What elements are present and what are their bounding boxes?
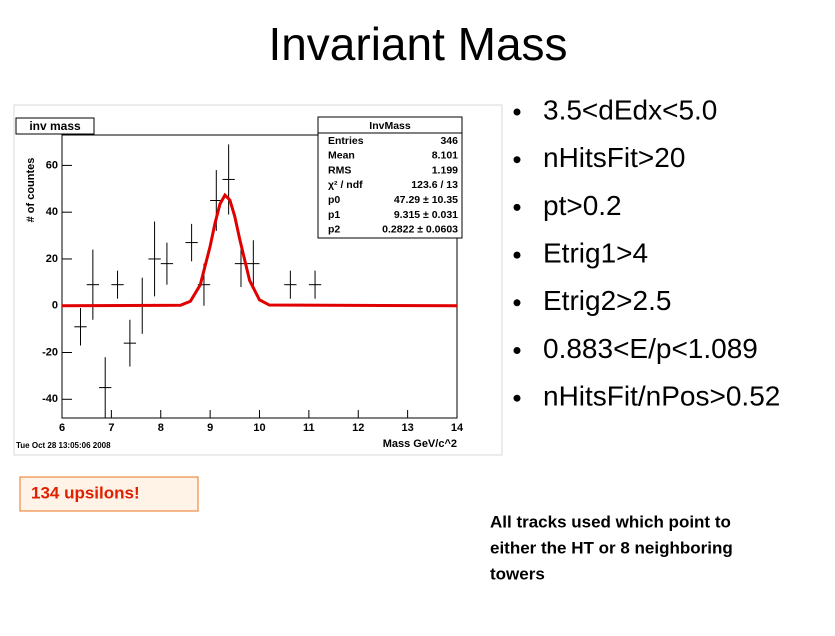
stat-value: 8.101 <box>432 150 458 162</box>
bullet: pt>0.2 <box>543 190 622 221</box>
x-tick-label: 12 <box>352 422 364 434</box>
stat-label: p1 <box>328 209 340 221</box>
hist-title-box <box>15 117 95 135</box>
bullet: nHitsFit/nPos>0.52 <box>543 381 780 412</box>
bullet-dot <box>513 203 521 211</box>
stat-value: 346 <box>440 135 458 147</box>
note-line: towers <box>490 564 545 583</box>
note-line: All tracks used which point to <box>490 512 731 531</box>
x-axis-label: Mass GeV/c^2 <box>383 438 457 450</box>
stat-label: p2 <box>328 224 340 236</box>
x-tick-label: 14 <box>451 422 464 434</box>
bullet: 0.883<E/p<1.089 <box>543 333 758 364</box>
x-tick-label: 10 <box>253 422 265 434</box>
stat-value: 0.2822 ± 0.0603 <box>382 224 458 236</box>
stat-value: 123.6 / 13 <box>411 179 458 191</box>
y-tick-label: 0 <box>52 300 58 312</box>
x-tick-label: 6 <box>59 422 65 434</box>
callout-box <box>19 476 199 512</box>
x-tick-label: 11 <box>303 422 315 434</box>
x-tick-label: 9 <box>207 422 213 434</box>
stat-label: p0 <box>328 194 340 206</box>
y-tick-label: -40 <box>42 393 58 405</box>
bullet-dot <box>513 299 521 307</box>
stats-box <box>317 116 463 239</box>
hist-title: inv mass <box>29 119 81 133</box>
y-tick-label: 20 <box>46 253 58 265</box>
x-tick-label: 13 <box>402 422 414 434</box>
y-axis-label: # of countes <box>25 158 37 223</box>
stat-value: 1.199 <box>432 164 458 176</box>
note-line: either the HT or 8 neighboring <box>490 538 733 557</box>
y-tick-label: -20 <box>42 346 58 358</box>
stat-label: Entries <box>328 135 364 147</box>
bullet: 3.5<dEdx<5.0 <box>543 94 717 125</box>
x-tick-label: 7 <box>108 422 114 434</box>
bullet-dot <box>513 394 521 402</box>
slide-title: Invariant Mass <box>268 18 567 70</box>
fit-curve <box>61 192 458 308</box>
stat-value: 9.315 ± 0.031 <box>394 209 458 221</box>
stat-label: Mean <box>328 150 355 162</box>
timestamp: Tue Oct 28 13:05:06 2008 <box>16 441 111 450</box>
stat-value: 47.29 ± 10.35 <box>394 194 458 206</box>
bullet: nHitsFit>20 <box>543 142 685 173</box>
bullet-dot <box>513 156 521 164</box>
bullet: Etrig1>4 <box>543 237 648 268</box>
stat-label: χ² / ndf <box>328 179 363 191</box>
x-tick-label: 8 <box>158 422 164 434</box>
bullet-dot <box>513 108 521 116</box>
bullet-dot <box>513 347 521 354</box>
bullet: Etrig2>2.5 <box>543 285 671 316</box>
stat-label: RMS <box>328 164 351 176</box>
y-tick-label: 60 <box>46 159 58 171</box>
y-tick-label: 40 <box>46 206 58 218</box>
stats-title: InvMass <box>369 120 411 132</box>
callout: 134 upsilons! <box>31 483 140 502</box>
bullet-dot <box>513 251 521 259</box>
